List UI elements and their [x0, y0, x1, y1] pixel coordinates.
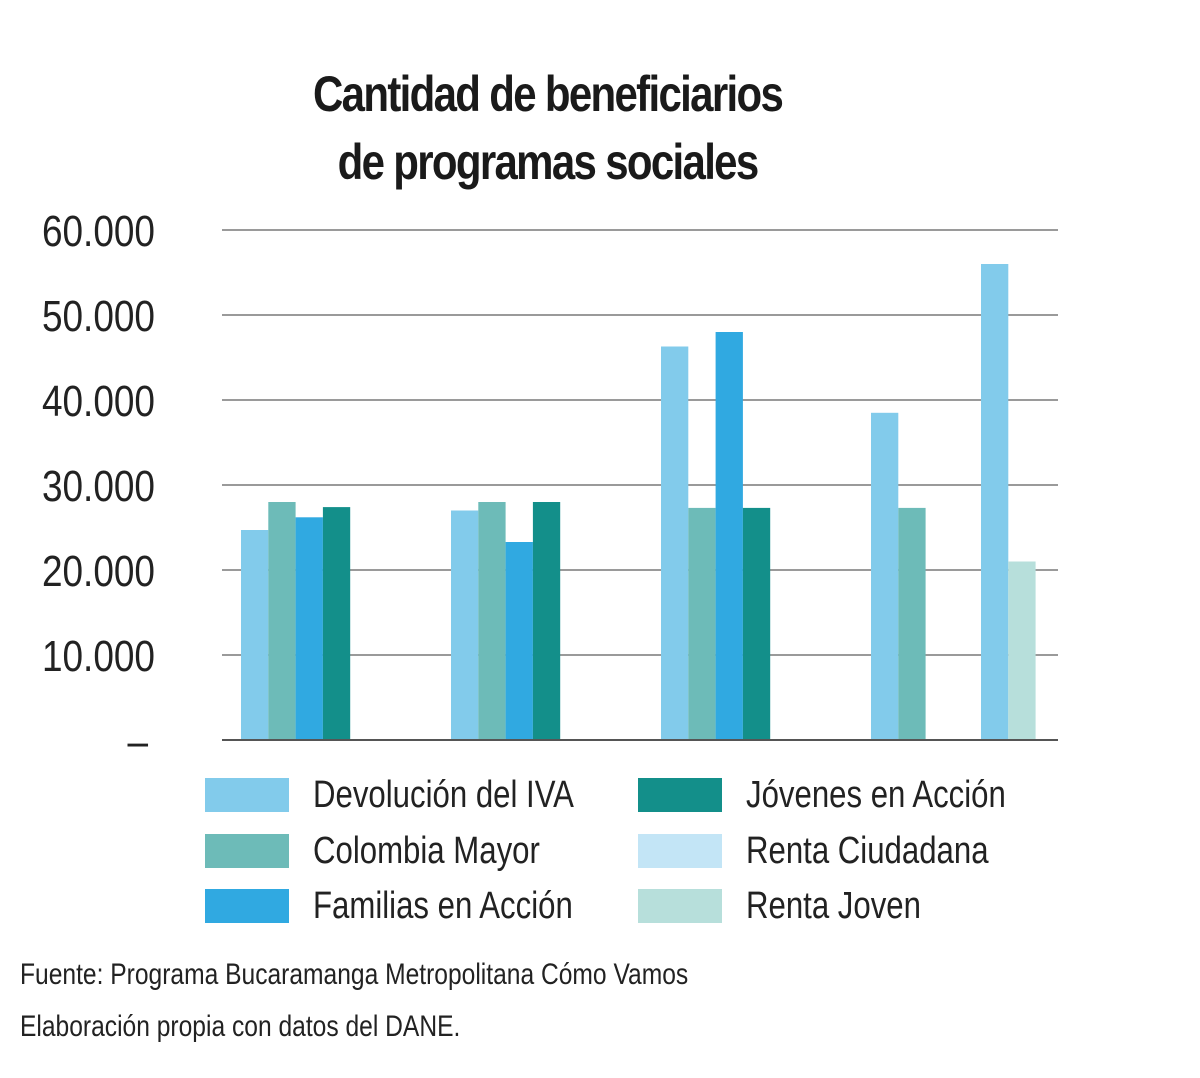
legend-swatch	[205, 889, 289, 923]
bar	[532, 502, 561, 740]
bar	[688, 507, 716, 740]
bar	[268, 502, 296, 740]
legend-label: Jóvenes en Acción	[746, 773, 1006, 816]
legend-item-devolucion-iva: Devolución del IVA	[205, 773, 631, 816]
y-tick-label: 50.000	[42, 291, 155, 341]
bar	[661, 346, 689, 740]
bar	[742, 507, 771, 740]
legend-label: Renta Joven	[746, 884, 921, 927]
bar	[871, 412, 899, 741]
chart-title-line-1: Cantidad de beneficiarios	[313, 66, 784, 122]
source-note: Fuente: Programa Bucaramanga Metropolita…	[20, 958, 689, 991]
bar	[1008, 561, 1036, 740]
grid-lines	[222, 229, 1058, 656]
legend-swatch	[638, 778, 722, 812]
y-tick-label: 30.000	[42, 461, 155, 511]
legend-item-colombia-mayor: Colombia Mayor	[205, 829, 590, 872]
chart-title: Cantidad de beneficiarios de programas s…	[88, 60, 1008, 196]
y-tick-label: 20.000	[42, 546, 155, 596]
legend-item-familias-accion: Familias en Acción	[205, 884, 630, 927]
bar	[295, 517, 323, 740]
legend-swatch	[638, 834, 722, 868]
legend-swatch	[205, 834, 289, 868]
legend-label: Renta Ciudadana	[746, 829, 989, 872]
bar	[322, 507, 351, 740]
y-tick-label: 60.000	[42, 206, 155, 256]
legend-label: Familias en Acción	[313, 884, 573, 927]
bar-chart: – 10.000 20.000 30.000 40.000 50.000 60.000	[42, 206, 1058, 760]
legend-item-renta-ciudadana: Renta Ciudadana	[638, 829, 1042, 872]
legend-label: Devolución del IVA	[313, 773, 574, 816]
y-tick-label: 10.000	[42, 631, 155, 681]
bar	[478, 502, 506, 740]
bar	[715, 332, 743, 740]
legend-swatch	[205, 778, 289, 812]
bars	[241, 264, 1036, 741]
source-note-2: Elaboración propia con datos del DANE.	[20, 1010, 461, 1043]
legend-item-jovenes-accion: Jóvenes en Acción	[638, 773, 1063, 816]
legend-label: Colombia Mayor	[313, 829, 540, 872]
bar	[451, 510, 479, 740]
chart-title-line-2: de programas sociales	[337, 134, 760, 190]
bar	[981, 264, 1009, 740]
y-axis-tick-labels: – 10.000 20.000 30.000 40.000 50.000 60.000	[42, 206, 155, 760]
bar	[505, 542, 533, 740]
y-tick-label: 40.000	[42, 376, 155, 426]
bar	[898, 507, 926, 740]
y-tick-label: –	[127, 716, 148, 760]
legend-swatch	[638, 889, 722, 923]
legend-item-renta-joven: Renta Joven	[638, 884, 959, 927]
bar	[241, 530, 269, 740]
